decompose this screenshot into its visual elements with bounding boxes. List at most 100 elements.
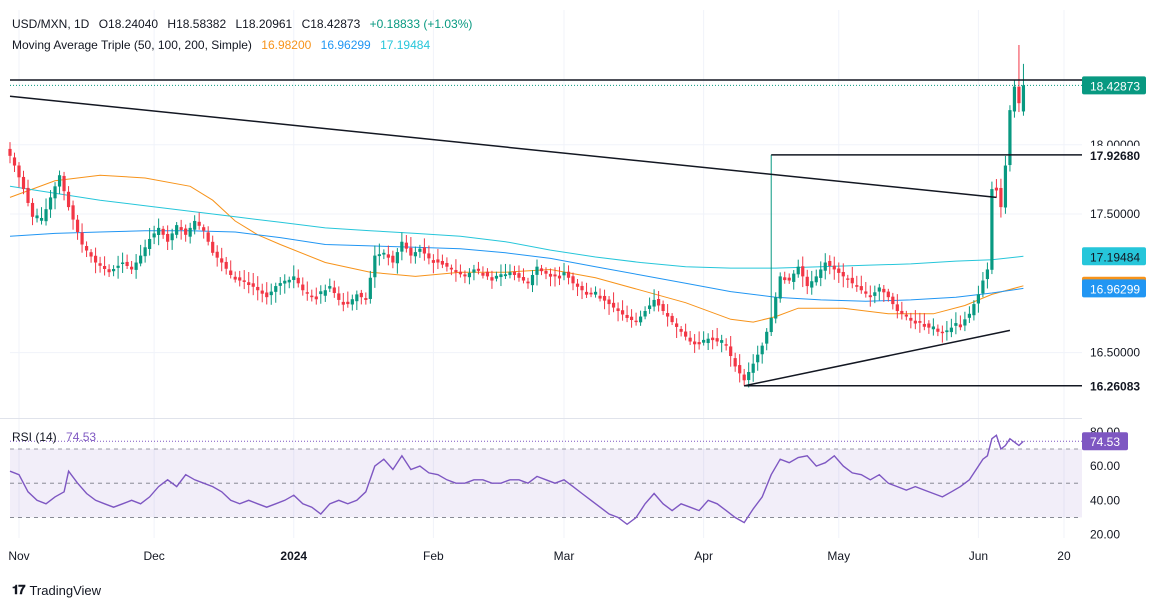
candle: [314, 287, 318, 305]
candle: [111, 265, 116, 277]
candle-body: [30, 202, 35, 217]
candle-body: [17, 165, 21, 178]
price-badge-label: 18.42873: [1090, 79, 1140, 93]
candle: [688, 330, 692, 346]
candle-body: [913, 320, 917, 324]
candle-body: [711, 337, 715, 341]
candle: [377, 243, 381, 266]
candle: [882, 284, 886, 302]
candle: [638, 310, 643, 326]
candle: [900, 301, 904, 320]
candle-body: [1012, 86, 1017, 112]
candle-body: [810, 281, 814, 288]
candle-body: [855, 285, 859, 287]
candle-body: [670, 315, 674, 323]
candle-body: [148, 238, 152, 249]
candle-body: [517, 273, 521, 278]
candle: [805, 269, 809, 295]
ma50-legend-value: 16.98200: [261, 38, 312, 52]
candle: [990, 181, 994, 275]
candle-body: [274, 286, 278, 292]
candle-body: [445, 262, 449, 267]
candle: [485, 268, 490, 280]
candle-body: [909, 317, 913, 321]
close-value: C18.42873: [301, 17, 361, 31]
candle: [206, 226, 210, 246]
candle: [274, 282, 278, 303]
candle-body: [193, 220, 197, 230]
candle-body: [21, 176, 26, 190]
ma-legend: Moving Average Triple (50, 100, 200, Sim…: [12, 38, 436, 52]
candle: [332, 280, 336, 298]
candle: [413, 246, 417, 264]
candle-body: [247, 282, 251, 286]
candle-body: [679, 328, 683, 332]
candle: [634, 312, 638, 326]
candle: [1017, 45, 1021, 113]
candle: [292, 265, 296, 289]
candle-body: [44, 209, 48, 222]
candle: [769, 154, 773, 337]
candle: [301, 277, 305, 296]
tradingview-logo[interactable]: 𝟏𝟕 TradingView: [12, 582, 101, 598]
candle: [116, 255, 120, 279]
candle: [981, 272, 985, 298]
candle-body: [931, 326, 935, 330]
candle: [512, 265, 517, 281]
candle: [346, 291, 350, 308]
candle: [927, 320, 931, 334]
candle-body: [616, 308, 620, 312]
candle-body: [404, 242, 408, 249]
candle: [904, 310, 908, 321]
price-badge: 17.92680: [1082, 145, 1146, 164]
candle-body: [967, 313, 971, 318]
candle: [855, 275, 859, 292]
candle-body: [724, 344, 728, 346]
candle-body: [485, 271, 490, 277]
candle: [679, 326, 683, 337]
candle-body: [121, 262, 125, 264]
candle-body: [350, 299, 354, 305]
candle-body: [80, 232, 84, 245]
rsi-legend-title[interactable]: RSI (14): [12, 430, 57, 444]
candle-body: [427, 253, 431, 259]
candle-body: [139, 255, 143, 264]
candle: [733, 352, 737, 372]
moving-averages: [9, 174, 1024, 323]
candle-body: [98, 263, 102, 266]
price-badge: 18.42873: [1082, 76, 1146, 95]
candle: [310, 289, 314, 302]
candle: [629, 309, 634, 328]
candle-body: [575, 283, 580, 287]
price-badge-label: 17.19484: [1090, 250, 1140, 264]
candle-body: [62, 175, 66, 192]
candle: [238, 270, 242, 287]
candle: [976, 285, 981, 313]
candle-body: [702, 339, 706, 343]
candle: [265, 282, 269, 305]
candle-body: [337, 293, 341, 300]
ma-legend-title[interactable]: Moving Average Triple (50, 100, 200, Sim…: [12, 38, 252, 52]
candle: [575, 278, 580, 297]
symbol-name[interactable]: USD/MXN, 1D: [12, 17, 90, 31]
price-badge-bg: [1082, 376, 1146, 395]
candle: [661, 300, 665, 315]
candle: [251, 273, 255, 296]
candle-body: [638, 316, 643, 323]
candle-body: [1008, 110, 1012, 166]
pane-separator: [0, 418, 1082, 419]
candle-body: [873, 292, 877, 296]
candle-body: [801, 266, 805, 277]
candle: [729, 335, 733, 367]
candle-body: [93, 255, 98, 263]
candle: [359, 289, 363, 305]
candlesticks: [8, 45, 1026, 388]
candle-body: [458, 271, 463, 275]
candle-body: [882, 288, 886, 293]
candle: [985, 262, 990, 289]
candle: [810, 270, 814, 295]
candle: [751, 354, 755, 382]
candle-body: [179, 227, 183, 230]
candle-body: [774, 297, 778, 319]
